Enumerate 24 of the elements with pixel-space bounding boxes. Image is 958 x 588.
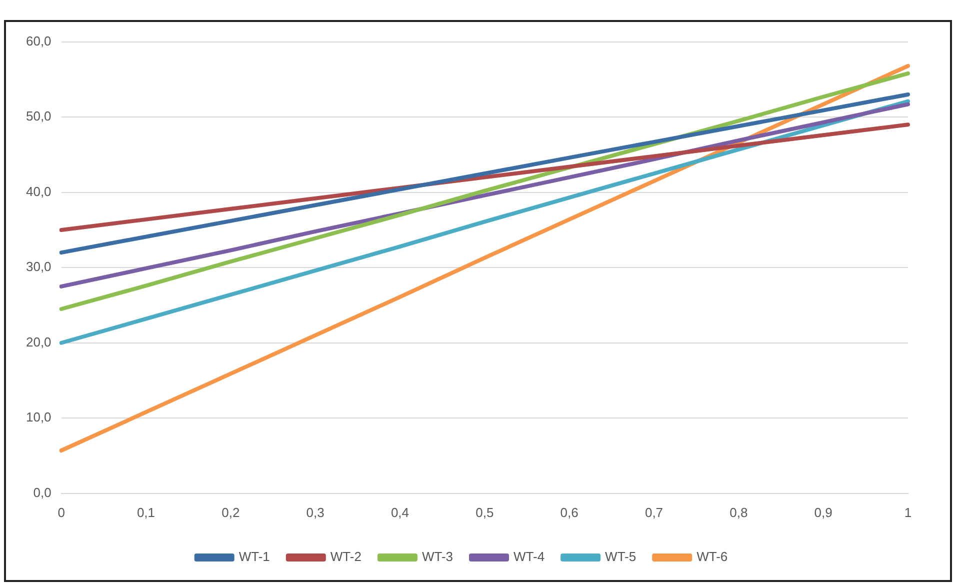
- x-tick-label: 0: [58, 504, 65, 520]
- legend-label: WT-3: [422, 549, 454, 564]
- x-tick-label: 0,7: [644, 504, 664, 520]
- x-tick-label: 0,8: [730, 504, 748, 520]
- y-tick-label: 60,0: [26, 33, 52, 48]
- legend-label: WT-1: [238, 549, 270, 564]
- y-tick-label: 40,0: [26, 184, 52, 199]
- y-tick-label: 30,0: [26, 259, 52, 274]
- x-tick-label: 1: [904, 504, 912, 520]
- x-tick-label: 0,9: [814, 504, 832, 520]
- x-tick-label: 0,1: [136, 504, 156, 520]
- x-tick-label: 0,2: [222, 504, 240, 520]
- x-tick-label: 0,6: [560, 504, 578, 520]
- y-tick-label: 50,0: [26, 108, 52, 124]
- x-tick-label: 0,4: [390, 504, 410, 520]
- y-tick-label: 0,0: [33, 484, 52, 500]
- x-tick-label: 0,3: [306, 504, 324, 520]
- legend-label: WT-5: [605, 549, 636, 564]
- x-tick-label: 0,5: [476, 504, 494, 520]
- y-tick-label: 10,0: [26, 410, 52, 425]
- legend-label: WT-2: [330, 549, 362, 564]
- legend-label: WT-4: [514, 549, 545, 564]
- y-tick-label: 20,0: [26, 334, 52, 350]
- legend-label: WT-6: [696, 549, 728, 564]
